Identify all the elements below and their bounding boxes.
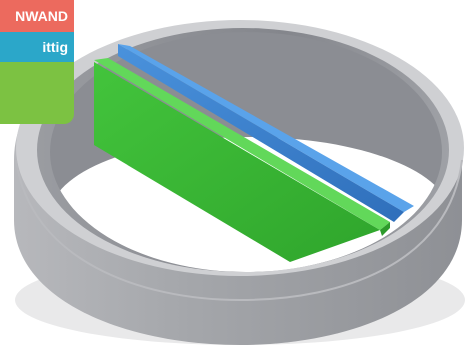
blue-divider-top-edge xyxy=(118,44,414,212)
green-divider-panel xyxy=(94,62,380,262)
badge-middle-label: ittig xyxy=(42,39,68,55)
ring-rim-edge xyxy=(15,159,463,302)
green-divider-side xyxy=(380,222,390,236)
badge-middle-label-block: ittig xyxy=(0,32,74,62)
badge-bottom-color-block xyxy=(0,62,74,124)
badge-top-label-block: NWAND xyxy=(0,0,74,32)
blue-divider-panel xyxy=(118,44,404,222)
green-divider-top-edge xyxy=(94,58,390,230)
badge-top-label: NWAND xyxy=(15,8,68,24)
